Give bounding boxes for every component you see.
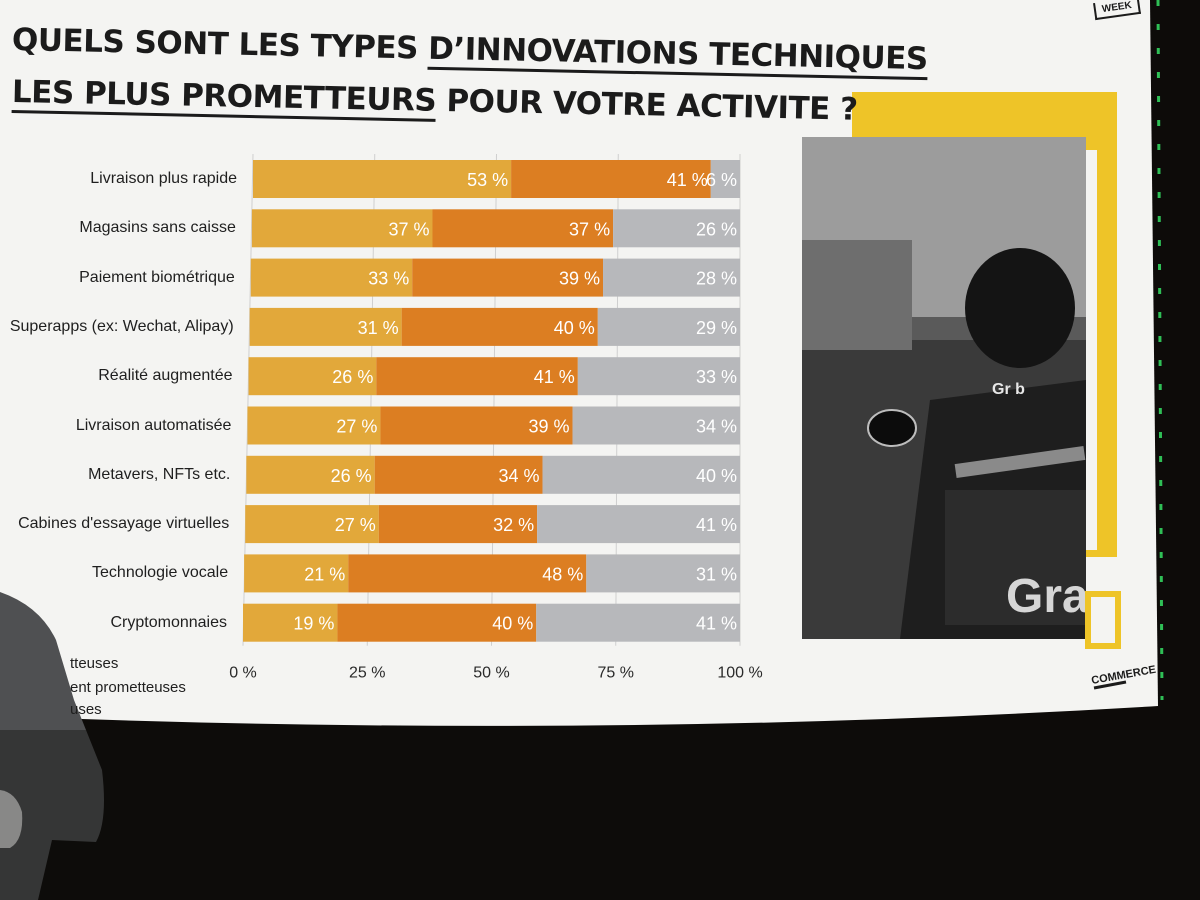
x-tick-label: 0 % <box>229 665 257 682</box>
data-label: 37 % <box>569 219 610 239</box>
bar-segment <box>245 505 379 544</box>
bar-segment <box>337 603 537 642</box>
legend-item-1: tteuses <box>70 655 119 672</box>
bar-segment <box>246 455 375 494</box>
helmet-logo: Gr b <box>992 381 1025 398</box>
bar-segment <box>511 160 711 198</box>
photo-panel <box>802 92 1117 639</box>
bar-segment <box>577 357 740 396</box>
category-label: Magasins sans caisse <box>79 219 236 237</box>
bar-segment <box>401 307 598 346</box>
chart-data-labels: 53 % 41 %6 %37 % 37 % 26 %33 % 39 % 28 %31 % 4… <box>293 170 737 634</box>
category-label: Réalité augmentée <box>98 367 233 385</box>
bar-segment <box>249 307 402 346</box>
bar-segment <box>542 455 740 494</box>
led-strip <box>1156 0 1164 701</box>
bar-segment <box>412 258 604 297</box>
data-label: 28 % <box>696 269 737 289</box>
bar-segment <box>348 554 587 593</box>
category-label: Cabines d'essayage virtuelles <box>18 515 230 533</box>
bar-segment <box>572 406 740 445</box>
data-label: 34 % <box>696 417 737 437</box>
data-label: 31 % <box>358 318 399 338</box>
data-label: 26 % <box>332 367 373 387</box>
box-logo: Gra <box>1006 570 1089 623</box>
x-tick-label: 75 % <box>598 665 634 682</box>
data-label: 39 % <box>528 417 569 437</box>
bar-segment <box>613 209 740 248</box>
brand-logo-underline <box>1093 680 1127 690</box>
bar-segment <box>537 505 740 544</box>
bar-segment <box>432 209 614 248</box>
bar-segment <box>374 455 543 494</box>
x-tick-label: 25 % <box>349 665 385 682</box>
chart-bars <box>243 160 740 642</box>
photo-buildings <box>802 240 912 350</box>
category-label: Paiement biométrique <box>79 268 235 286</box>
rider-vest-stripe <box>954 446 1086 478</box>
bar-segment <box>536 603 740 642</box>
data-label: 33 % <box>368 269 409 289</box>
x-tick-label: 50 % <box>473 665 509 682</box>
bar-segment <box>247 406 381 445</box>
bar-segment <box>376 357 578 396</box>
data-label: 37 % <box>388 219 429 239</box>
bar-segment <box>597 307 740 346</box>
data-label: 6 % <box>706 170 737 190</box>
delivery-box <box>945 490 1086 625</box>
data-label: 33 % <box>696 367 737 387</box>
bar-segment <box>586 554 740 593</box>
data-label: 21 % <box>304 564 345 584</box>
brand-week-text: WEEK <box>1101 0 1133 16</box>
bar-segment <box>250 258 413 297</box>
legend-item-2: ent prometteuses <box>70 679 186 696</box>
rider-helmet-icon <box>965 248 1075 368</box>
data-label: 27 % <box>335 515 376 535</box>
bar-segment <box>380 406 573 445</box>
bar-segment <box>253 160 512 198</box>
category-label: Livraison automatisée <box>75 416 232 434</box>
x-axis-ticks: 0 % 25 % 50 % 75 % 100 % <box>229 665 762 682</box>
data-label: 41 % <box>696 614 737 634</box>
data-label: 32 % <box>493 515 534 535</box>
category-label: Superapps (ex: Wechat, Alipay) <box>9 317 234 335</box>
mirror-icon <box>867 409 917 447</box>
bar-segment <box>251 209 433 248</box>
data-label: 31 % <box>696 564 737 584</box>
data-label: 26 % <box>331 466 372 486</box>
bar-segment <box>378 505 538 544</box>
speaker-silhouette <box>0 592 104 900</box>
data-label: 41 % <box>534 367 575 387</box>
legend-item-3: uses <box>70 701 102 718</box>
speaker-hand <box>0 790 23 848</box>
category-label: Metavers, NFTs etc. <box>88 465 231 483</box>
x-tick-label: 100 % <box>717 665 762 682</box>
data-label: 40 % <box>492 614 533 634</box>
bar-segment <box>603 258 740 297</box>
data-label: 26 % <box>696 219 737 239</box>
data-label: 48 % <box>542 564 583 584</box>
data-label: 39 % <box>559 269 600 289</box>
stage-floor <box>0 730 1200 900</box>
data-label: 34 % <box>499 466 540 486</box>
bar-segment <box>243 603 338 642</box>
category-label: Technologie vocale <box>92 564 229 582</box>
bar-segment <box>710 160 740 198</box>
data-label: 40 % <box>554 318 595 338</box>
data-label: 41 % <box>667 170 708 190</box>
data-label: 29 % <box>696 318 737 338</box>
data-label: 27 % <box>336 417 377 437</box>
data-label: 19 % <box>293 614 334 634</box>
data-label: 41 % <box>696 515 737 535</box>
brand-logo <box>1085 591 1127 690</box>
data-label: 40 % <box>696 466 737 486</box>
bar-segment <box>244 554 349 593</box>
category-label: Cryptomonnaies <box>110 613 228 631</box>
bar-segment <box>248 357 377 396</box>
category-label: Livraison plus rapide <box>90 170 237 187</box>
brand-logo-block <box>1085 591 1121 649</box>
data-label: 53 % <box>467 170 508 190</box>
